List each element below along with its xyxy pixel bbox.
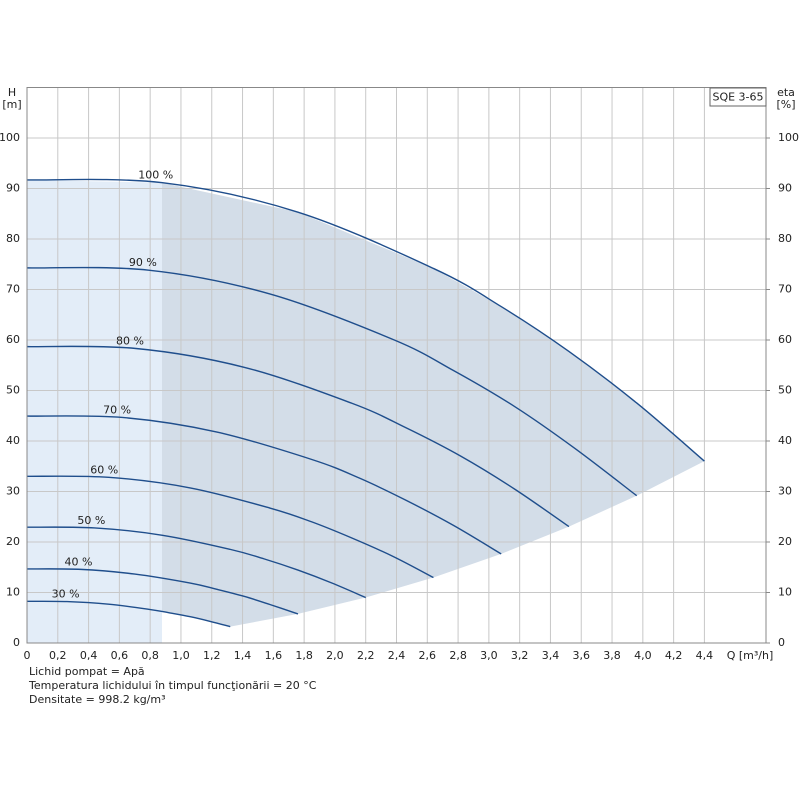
speed-curve: [26, 526, 366, 599]
x-tick-label: 1,0: [172, 649, 190, 662]
curve-label: 60 %: [90, 463, 118, 476]
y-tick-label: 0: [13, 636, 20, 649]
curve-label: 40 %: [65, 555, 93, 568]
y2-tick-label: 10: [778, 586, 792, 599]
curve-label: 100 %: [138, 169, 173, 182]
y2-tick-label: 90: [778, 182, 792, 195]
x-tick-label: 0,6: [111, 649, 129, 662]
note: Densitate = 998.2 kg/m³: [29, 693, 166, 706]
y-axis-unit: [m]: [2, 98, 21, 111]
x-tick-label: 4,2: [665, 649, 683, 662]
x-tick-label: 2,8: [449, 649, 467, 662]
speed-curve: [26, 415, 502, 555]
x-tick-label: 0,2: [49, 649, 67, 662]
x-tick-label: 1,4: [234, 649, 252, 662]
x-tick-label: 3,2: [511, 649, 529, 662]
y-tick-label: 20: [6, 535, 20, 548]
curve-label: 80 %: [116, 334, 144, 347]
y-tick-label: 40: [6, 434, 20, 447]
y-tick-label: 80: [6, 232, 20, 245]
y-tick-label: 30: [6, 485, 20, 498]
x-tick-label: 3,4: [542, 649, 560, 662]
y2-tick-label: 50: [778, 384, 792, 397]
y2-tick-label: 30: [778, 485, 792, 498]
model-box: [709, 87, 767, 107]
x-tick-label: 0,4: [80, 649, 98, 662]
x-axis-label: Q [m³/h]: [727, 649, 774, 662]
y-tick-label: 100: [0, 131, 20, 144]
y-tick-label: 10: [6, 586, 20, 599]
x-tick-label: 1,2: [203, 649, 221, 662]
curve-label: 70 %: [103, 403, 131, 416]
curve-label: 30 %: [52, 588, 80, 601]
x-tick-label: 3,0: [480, 649, 498, 662]
operating-area: [162, 182, 705, 627]
y2-tick-label: 80: [778, 232, 792, 245]
x-tick-label: 3,6: [573, 649, 591, 662]
speed-curve: [26, 178, 705, 462]
y2-tick-label: 0: [778, 636, 785, 649]
y2-tick-label: 40: [778, 434, 792, 447]
speed-curve: [26, 600, 231, 628]
y2-axis-label: eta: [777, 86, 795, 99]
note: Temperatura lichidului în timpul funcţio…: [28, 679, 317, 692]
y2-axis-unit: [%]: [776, 98, 795, 111]
x-tick-label: 0,8: [141, 649, 159, 662]
speed-curve: [26, 568, 299, 615]
y-axis-label: H: [8, 86, 16, 99]
note: Lichid pompat = Apă: [29, 665, 145, 678]
x-tick-label: 2,6: [419, 649, 437, 662]
x-tick-label: 3,8: [603, 649, 621, 662]
x-tick-label: 2,0: [326, 649, 344, 662]
y-tick-label: 70: [6, 283, 20, 296]
curve-label: 90 %: [129, 256, 157, 269]
plot-frame: [26, 87, 767, 644]
x-tick-label: 1,8: [295, 649, 313, 662]
y2-tick-label: 60: [778, 333, 792, 346]
speed-curve: [26, 475, 434, 579]
x-tick-label: 1,6: [265, 649, 283, 662]
y-tick-label: 90: [6, 182, 20, 195]
speed-curve: [26, 345, 570, 528]
x-tick-label: 4,4: [696, 649, 714, 662]
x-tick-label: 0: [24, 649, 31, 662]
x-tick-label: 2,2: [357, 649, 375, 662]
curve-label: 50 %: [77, 514, 105, 527]
y2-tick-label: 20: [778, 535, 792, 548]
model-label: SQE 3-65: [712, 91, 763, 104]
y2-tick-label: 100: [778, 131, 799, 144]
y-tick-label: 60: [6, 333, 20, 346]
x-tick-label: 2,4: [388, 649, 406, 662]
x-tick-label: 4,0: [634, 649, 652, 662]
y2-tick-label: 70: [778, 283, 792, 296]
y-tick-label: 50: [6, 384, 20, 397]
speed-curve: [26, 266, 638, 497]
